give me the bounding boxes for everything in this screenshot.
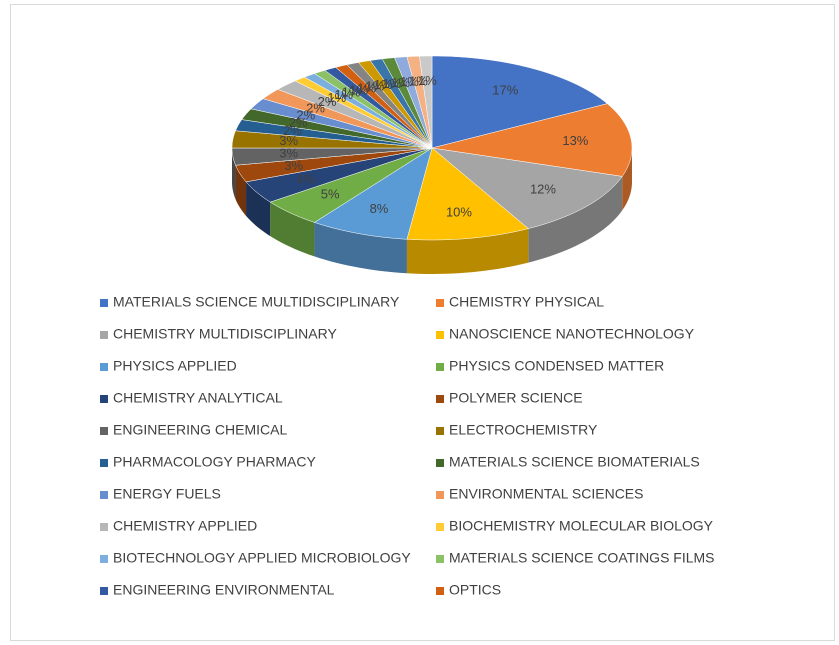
data-label: 2% [318,94,337,109]
data-label: 1% [400,74,419,89]
legend-label: NANOSCIENCE NANOTECHNOLOGY [449,326,695,342]
legend-swatch [436,491,444,499]
data-label: 1% [365,79,384,94]
legend-swatch [100,363,108,371]
legend-swatch [100,523,108,531]
legend-swatch [100,587,108,595]
slice [431,147,623,229]
legend-label: BIOCHEMISTRY MOLECULAR BIOLOGY [449,518,714,534]
slice-side [270,202,315,257]
legend-swatch [436,427,444,435]
legend-swatch [100,395,108,403]
data-label: 5% [321,186,340,201]
slice [245,147,433,203]
data-label: 4% [296,171,315,186]
slice-side [235,165,247,216]
legend-swatch [436,587,444,595]
legend-swatch [100,299,108,307]
legend-swatch [100,555,108,563]
legend-swatch [436,555,444,563]
slice-side [246,181,271,237]
data-label: 2% [296,108,315,123]
legend-swatch [436,459,444,467]
data-label: 3% [284,158,303,173]
slice-side [622,148,632,211]
legend-label: ENGINEERING ENVIRONMENTAL [113,582,335,598]
legend-swatch [100,427,108,435]
slice [313,147,433,240]
legend-swatch [100,459,108,467]
data-label: 1% [409,73,428,88]
slice-sides [232,148,632,274]
legend-label: CHEMISTRY ANALYTICAL [113,390,283,406]
legend-label: OPTICS [449,582,501,598]
slice [231,147,433,166]
slice [431,55,608,149]
slice-side [528,176,623,263]
data-label: 1% [349,82,368,97]
data-label: 13% [562,133,588,148]
data-label: 1% [327,90,346,105]
data-label: 2% [306,101,325,116]
slice [235,147,433,183]
data-label: 1% [391,75,410,90]
data-label: 17% [492,82,518,97]
data-label: 1% [342,85,361,100]
data-label: 1% [334,87,353,102]
legend-swatch [436,363,444,371]
slice-side [314,222,407,274]
legend-swatch [436,395,444,403]
legend-label: ENVIRONMENTAL SCIENCES [449,486,643,502]
legend-label: ENERGY FUELS [113,486,221,502]
data-label: 12% [530,182,556,197]
slice [431,103,633,177]
legend-swatch [436,523,444,531]
slice [419,55,433,149]
legend-label: BIOTECHNOLOGY APPLIED MICROBIOLOGY [113,550,411,566]
data-label: 2% [289,115,308,130]
legend-label: MATERIALS SCIENCE MULTIDISCIPLINARY [113,294,400,310]
legend-label: MATERIALS SCIENCE COATINGS FILMS [449,550,715,566]
data-label: 1% [418,73,437,88]
legend-label: POLYMER SCIENCE [449,390,583,406]
legend-swatch [100,331,108,339]
legend-label: PHARMACOLOGY PHARMACY [113,454,316,470]
legend-swatch [436,299,444,307]
legend-label: PHYSICS CONDENSED MATTER [449,358,664,374]
data-label: 3% [279,133,298,148]
data-label: 3% [279,146,298,161]
data-label: 8% [370,201,389,216]
legend-label: CHEMISTRY MULTIDISCIPLINARY [113,326,337,342]
legend-label: ELECTROCHEMISTRY [449,422,598,438]
legend-swatch [100,491,108,499]
legend-label: CHEMISTRY APPLIED [113,518,257,534]
data-label: 2% [283,123,302,138]
slice [269,147,433,223]
data-label: 1% [357,80,376,95]
data-label: 1% [374,77,393,92]
legend-label: CHEMISTRY PHYSICAL [449,294,604,310]
data-label: 10% [446,205,472,220]
legend-label: PHYSICS APPLIED [113,358,237,374]
legend-swatch [436,331,444,339]
legend-label: MATERIALS SCIENCE BIOMATERIALS [449,454,700,470]
slice [406,147,529,241]
slice-side [232,148,236,200]
slice-tops [231,55,633,241]
legend-label: ENGINEERING CHEMICAL [113,422,287,438]
data-label: 1% [382,76,401,91]
